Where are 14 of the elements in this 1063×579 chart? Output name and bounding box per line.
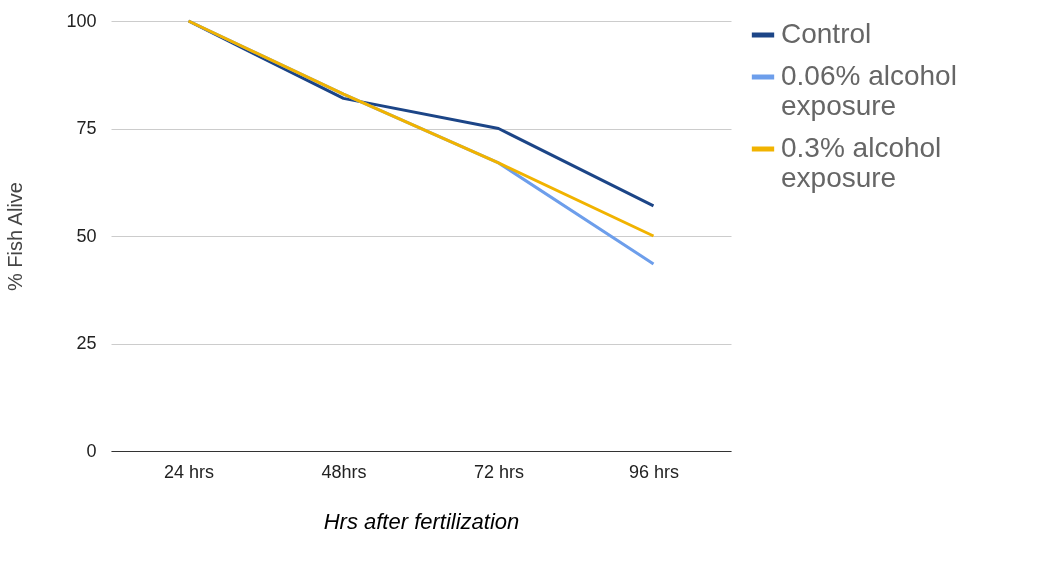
y-tick-label: 50 (76, 225, 97, 246)
x-tick-label: 96 hrs (628, 461, 680, 482)
x-axis-title: Hrs after fertilization (323, 508, 520, 534)
legend-label: Control (781, 18, 872, 49)
x-tick-label: 48hrs (321, 461, 367, 482)
y-tick-label: 25 (76, 333, 97, 353)
x-tick-label: 24 hrs (163, 461, 215, 482)
y-axis-title: % Fish Alive (4, 182, 27, 291)
y-tick-label: 75 (76, 118, 97, 138)
y-tick-label: 0 (86, 440, 97, 461)
x-tick-label: 72 hrs (473, 461, 525, 482)
y-tick-label: 100 (66, 10, 97, 31)
legend-label: 0.3% alcohol exposure (781, 132, 942, 193)
legend-label: 0.06% alcohol exposure (781, 60, 957, 121)
